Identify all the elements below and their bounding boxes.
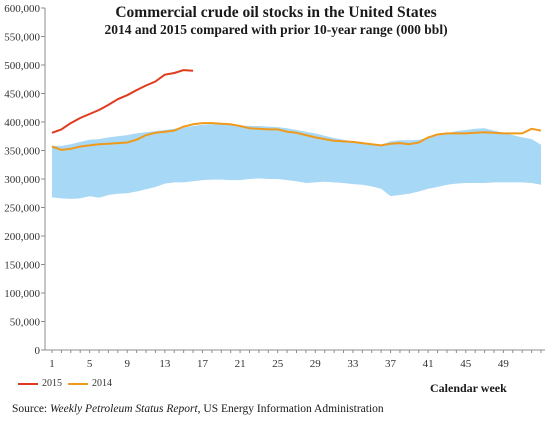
y-tick-label: 0 [35, 345, 41, 357]
x-tick-label: 45 [460, 358, 472, 370]
y-tick-label: 200,000 [4, 231, 40, 243]
x-tick-label: 1 [49, 358, 55, 370]
chart-title: Commercial crude oil stocks in the Unite… [115, 4, 437, 21]
x-tick-label: 49 [498, 358, 510, 370]
y-tick-label: 450,000 [4, 89, 40, 101]
y-tick-label: 350,000 [4, 146, 40, 158]
x-tick-label: 17 [197, 358, 209, 370]
y-tick-label: 150,000 [4, 260, 40, 272]
y-tick-label: 550,000 [4, 32, 40, 44]
legend-swatch-2014 [68, 382, 88, 385]
x-tick-label: 33 [347, 358, 359, 370]
x-tick-label: 37 [385, 358, 397, 370]
series-line-2015 [51, 69, 194, 134]
source-publication: Weekly Petroleum Status Report [50, 403, 198, 415]
y-tick-label: 600,000 [4, 3, 40, 15]
legend-item-2015: 2015 [18, 378, 62, 389]
x-tick-label: 9 [124, 358, 130, 370]
chart-subtitle: 2014 and 2015 compared with prior 10-yea… [104, 22, 448, 37]
source-suffix: , US Energy Information Administration [197, 403, 384, 415]
x-tick-label: 25 [272, 358, 284, 370]
y-tick-label: 250,000 [4, 203, 40, 215]
source-prefix: Source: [12, 403, 51, 415]
y-tick-label: 50,000 [10, 317, 41, 329]
x-tick-label: 21 [235, 358, 246, 370]
source-note: Source: Weekly Petroleum Status Report, … [12, 403, 384, 415]
range-band [52, 124, 541, 199]
legend-swatch-2015 [18, 382, 38, 385]
x-tick-label: 5 [87, 358, 93, 370]
y-tick-label: 400,000 [4, 117, 40, 129]
y-tick-label: 300,000 [4, 174, 40, 186]
series-line-2014 [51, 122, 542, 151]
x-axis-label: Calendar week [430, 381, 507, 395]
y-tick-label: 100,000 [4, 288, 40, 300]
x-tick-label: 41 [423, 358, 434, 370]
x-tick-label: 29 [310, 358, 322, 370]
y-tick-label: 500,000 [4, 60, 40, 72]
legend-label-2014: 2014 [92, 378, 112, 389]
legend-label-2015: 2015 [42, 378, 62, 389]
legend-item-2014: 2014 [68, 378, 112, 389]
x-tick-label: 13 [159, 358, 171, 370]
